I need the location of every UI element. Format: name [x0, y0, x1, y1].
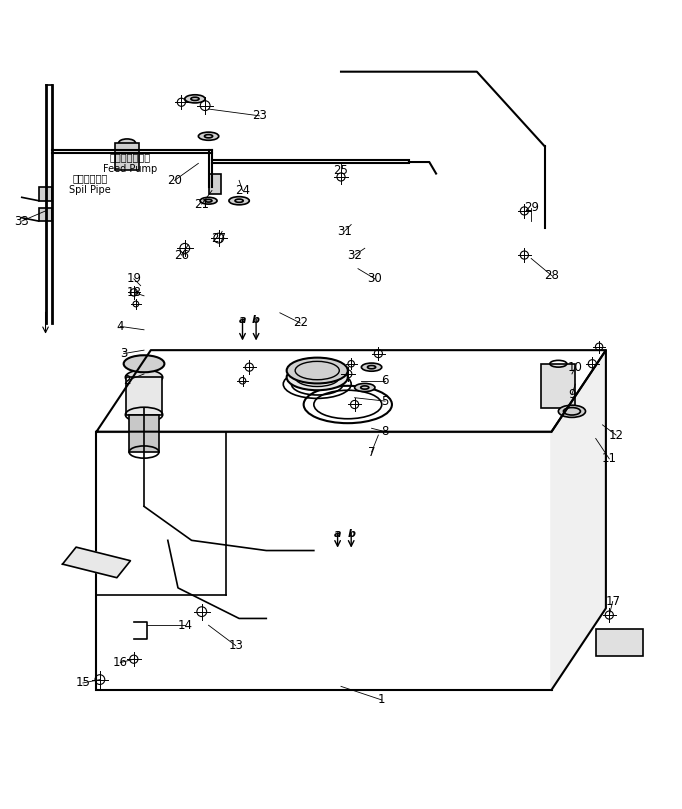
- Ellipse shape: [559, 405, 586, 417]
- Polygon shape: [63, 547, 130, 578]
- Text: 21: 21: [194, 197, 209, 210]
- Text: スピルパイプ
Spil Pipe: スピルパイプ Spil Pipe: [69, 173, 110, 194]
- Text: 25: 25: [333, 163, 349, 176]
- Ellipse shape: [123, 355, 164, 372]
- Bar: [115, 143, 139, 170]
- Text: 7: 7: [368, 446, 375, 459]
- Ellipse shape: [119, 139, 136, 147]
- Polygon shape: [96, 350, 606, 432]
- Polygon shape: [552, 350, 606, 690]
- Text: 17: 17: [605, 595, 620, 608]
- Text: 23: 23: [252, 109, 267, 122]
- Text: 32: 32: [347, 248, 362, 261]
- Text: 15: 15: [76, 676, 90, 689]
- Text: 6: 6: [381, 375, 389, 388]
- Text: 19: 19: [126, 273, 141, 286]
- Ellipse shape: [200, 197, 217, 204]
- Ellipse shape: [286, 364, 348, 390]
- Text: b: b: [347, 528, 355, 539]
- Text: 14: 14: [177, 619, 192, 632]
- Ellipse shape: [229, 197, 250, 205]
- Text: a: a: [334, 528, 342, 539]
- Text: 4: 4: [117, 320, 124, 332]
- Text: 27: 27: [211, 231, 226, 244]
- Ellipse shape: [185, 95, 205, 103]
- Text: 10: 10: [568, 361, 583, 374]
- Text: 28: 28: [544, 269, 559, 282]
- Ellipse shape: [125, 370, 163, 385]
- Text: フィードポンプ
Feed Pump: フィードポンプ Feed Pump: [103, 153, 158, 174]
- Bar: [209, 174, 221, 194]
- Text: 20: 20: [167, 174, 182, 187]
- Text: 30: 30: [368, 273, 383, 286]
- Bar: [542, 364, 576, 408]
- Text: 8: 8: [381, 426, 389, 438]
- Ellipse shape: [198, 132, 219, 140]
- Ellipse shape: [355, 383, 375, 392]
- Text: 33: 33: [14, 214, 29, 227]
- Bar: [39, 187, 53, 201]
- Bar: [96, 432, 552, 690]
- Text: 31: 31: [337, 225, 352, 238]
- Text: 3: 3: [120, 347, 128, 360]
- Text: 24: 24: [235, 184, 250, 197]
- Text: 9: 9: [568, 388, 576, 400]
- Text: a: a: [239, 315, 246, 324]
- Text: 5: 5: [381, 395, 389, 408]
- Text: b: b: [252, 315, 260, 324]
- Bar: [125, 377, 162, 415]
- Text: 12: 12: [608, 429, 623, 442]
- Text: 11: 11: [602, 452, 617, 465]
- Text: 2: 2: [123, 375, 131, 388]
- Ellipse shape: [286, 358, 348, 383]
- Text: 1: 1: [378, 693, 385, 706]
- Bar: [595, 629, 643, 656]
- Ellipse shape: [361, 363, 382, 371]
- Text: 13: 13: [228, 639, 243, 652]
- Bar: [39, 208, 53, 221]
- Text: 29: 29: [524, 201, 539, 214]
- Text: 16: 16: [113, 656, 128, 669]
- Text: 18: 18: [126, 286, 141, 299]
- Text: 26: 26: [174, 248, 189, 261]
- Text: 22: 22: [293, 316, 308, 329]
- Bar: [129, 415, 159, 452]
